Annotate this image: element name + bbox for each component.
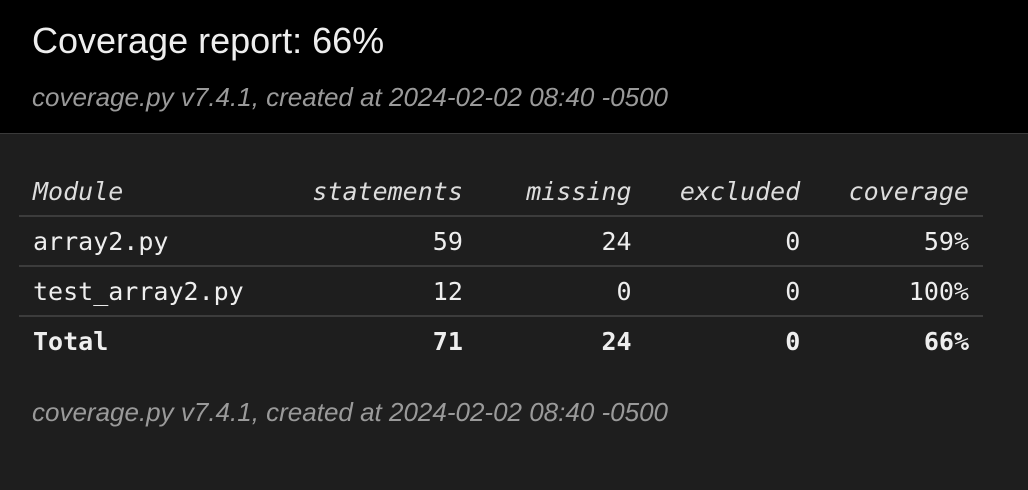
total-coverage: 66%: [923, 326, 969, 356]
total-label: Total: [33, 326, 109, 356]
module-cell: array2.py: [19, 216, 279, 267]
created-info: coverage.py v7.4.1, created at 2024-02-0…: [32, 82, 668, 112]
statements-cell: 12: [278, 266, 477, 317]
column-header-excluded[interactable]: excluded: [645, 167, 815, 217]
coverage-table: Module statements missing excluded cover…: [19, 167, 983, 365]
total-missing: 24: [601, 326, 632, 356]
table-row: test_array2.py 12 0 0 100%: [19, 266, 983, 317]
total-excluded: 0: [785, 326, 801, 356]
excluded-cell: 0: [645, 216, 815, 267]
column-header-statements[interactable]: statements: [278, 167, 477, 217]
column-header-coverage[interactable]: coverage: [814, 167, 983, 217]
coverage-cell: 100%: [814, 266, 983, 317]
table-row: array2.py 59 24 0 59%: [19, 216, 983, 267]
column-header-missing[interactable]: missing: [476, 167, 646, 217]
total-row: Total 71 24 0 66%: [19, 316, 983, 365]
coverage-cell: 59%: [814, 216, 983, 267]
total-statements: 71: [432, 326, 463, 356]
page-title: Coverage report: 66%: [32, 20, 385, 61]
missing-cell: 0: [476, 266, 646, 317]
table-header-row: Module statements missing excluded cover…: [19, 167, 983, 217]
excluded-cell: 0: [645, 266, 815, 317]
missing-cell: 24: [476, 216, 646, 267]
module-link[interactable]: test_array2.py: [33, 276, 244, 306]
report-header: Coverage report: 66% coverage.py v7.4.1,…: [0, 0, 1028, 134]
footer-created-info: coverage.py v7.4.1, created at 2024-02-0…: [32, 397, 668, 427]
module-link[interactable]: array2.py: [33, 226, 169, 256]
module-cell: test_array2.py: [19, 266, 279, 317]
column-header-module[interactable]: Module: [19, 167, 279, 217]
statements-cell: 59: [278, 216, 477, 267]
